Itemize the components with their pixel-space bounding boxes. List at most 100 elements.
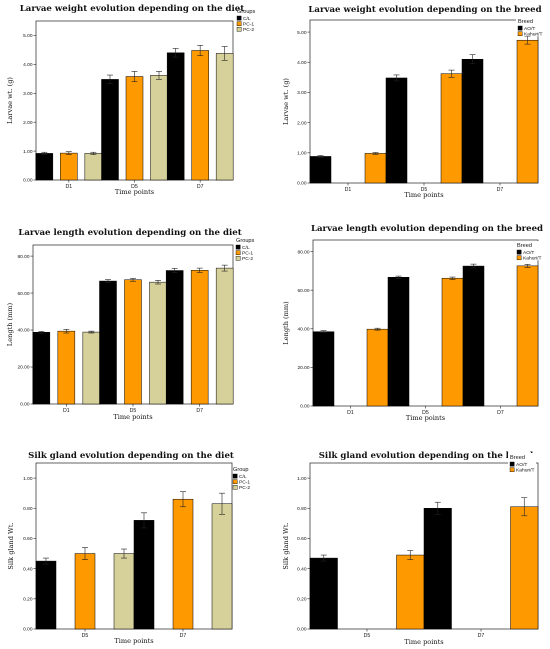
legend-swatch	[235, 250, 241, 256]
x-tick-label: D5	[130, 408, 137, 414]
x-axis-label: Time points	[115, 188, 155, 196]
x-tick-label: D7	[180, 633, 187, 639]
bar-D7-PC-1	[190, 270, 209, 405]
bar-D7-C/L	[166, 52, 185, 181]
x-tick-label: D1	[347, 410, 354, 416]
legend-swatch	[517, 31, 523, 37]
bar-D7-AO/T	[462, 265, 485, 407]
legend-entry: Kahuri/T	[516, 468, 534, 474]
bar-D5-PC-1	[124, 279, 142, 405]
legend-entry: PC-2	[243, 27, 254, 33]
chart-6: Silk gland evolution depending on the br…	[282, 451, 539, 646]
x-axis-label: Time points	[404, 191, 444, 199]
bar-D1-Kahuri/T	[364, 153, 387, 184]
bar-D1-PC-2	[84, 153, 103, 181]
x-axis-label: Time points	[404, 638, 444, 646]
x-tick-label: D7	[197, 184, 204, 190]
y-tick-label: 2.00	[23, 120, 33, 126]
y-tick-label: 1.00	[297, 476, 307, 482]
bar-D7-PC-2	[215, 53, 234, 181]
bar-D5-C/L	[101, 79, 119, 181]
legend-swatch	[516, 249, 522, 255]
y-tick-label: 4.00	[23, 62, 33, 68]
y-tick-label: 0.40	[297, 566, 307, 572]
bar-D7-PC-1	[172, 498, 194, 630]
y-tick-label: 80.00	[297, 249, 309, 255]
bar-D1-AO/T	[309, 156, 332, 184]
x-tick-label: D5	[421, 187, 428, 193]
bar-D7-PC-2	[211, 503, 233, 630]
bar-D5-PC-2	[150, 75, 168, 181]
y-tick-label: 20.00	[297, 365, 309, 371]
legend-background	[516, 17, 544, 37]
bar-D1-PC-1	[57, 330, 76, 405]
y-axis-label: Length (mm)	[282, 301, 290, 345]
legend-swatch	[236, 15, 242, 21]
bar-D5-C/L	[35, 560, 57, 630]
y-axis-label: Larvae wt. (g)	[282, 78, 290, 125]
y-tick-label: 80.00	[17, 254, 29, 260]
legend-entry: AO/T	[524, 26, 535, 32]
x-tick-label: D1	[66, 184, 73, 190]
chart-title: Larvae length evolution depending on the…	[18, 228, 241, 238]
legend-swatch	[235, 244, 241, 250]
bar-D5-AO/T	[309, 557, 338, 630]
y-axis-label: Length (mm)	[6, 302, 14, 346]
x-axis-label: Time points	[406, 414, 446, 422]
y-tick-label: 0.00	[297, 181, 307, 187]
legend-entry: PC-1	[239, 480, 250, 486]
x-tick-label: D5	[82, 633, 89, 639]
bar-D1-C/L	[35, 153, 54, 181]
bar-D1-AO/T	[312, 331, 335, 407]
y-tick-label: 0.00	[300, 404, 310, 410]
bar-D7-AO/T	[461, 58, 484, 184]
y-tick-label: 4.00	[297, 60, 307, 66]
y-tick-label: 0.20	[297, 597, 307, 603]
bar-D7-AO/T	[423, 508, 452, 630]
legend-entry: Kahuri/T	[523, 256, 541, 262]
legend-background	[508, 453, 536, 473]
y-tick-label: 0.80	[297, 506, 307, 512]
chart-title: Larvae weight evolution depending on the…	[308, 5, 541, 15]
bar-D7-PC-1	[191, 50, 209, 181]
legend-swatch	[232, 485, 238, 490]
bar-D5-PC-2	[149, 281, 167, 405]
bar-D5-AO/T	[385, 77, 408, 184]
legend-swatch	[509, 467, 515, 473]
y-tick-label: 0.00	[20, 402, 30, 408]
legend-swatch	[236, 27, 242, 32]
y-tick-label: 60.00	[17, 291, 29, 297]
legend-swatch	[235, 256, 241, 261]
y-tick-label: 3.00	[297, 90, 307, 96]
y-tick-label: 1.00	[23, 476, 33, 482]
legend-entry: C/L	[243, 16, 251, 22]
bar-D7-Kahuri/T	[516, 39, 539, 184]
y-tick-label: 0.00	[297, 627, 307, 633]
y-tick-label: 40.00	[17, 328, 29, 334]
y-axis-label: Silk gland Wt.	[282, 522, 290, 569]
bar-D1-Kahuri/T	[366, 328, 389, 407]
y-tick-label: 20.00	[17, 365, 29, 371]
y-tick-label: 1.00	[297, 151, 307, 157]
legend-entry: AO/T	[523, 250, 534, 256]
bar-D5-C/L	[99, 280, 117, 405]
chart-1: Larvae weight evolution depending on the…	[6, 4, 256, 196]
legend-title: Breed	[510, 455, 525, 461]
chart-5: Silk gland evolution depending on the di…	[7, 451, 250, 645]
bar-D5-PC-2	[113, 553, 135, 630]
chart-title: Silk gland evolution depending on the br…	[319, 451, 534, 461]
bar-D5-Kahuri/T	[440, 73, 463, 184]
legend-swatch	[509, 461, 515, 467]
y-tick-label: 1.00	[23, 149, 33, 155]
y-tick-label: 0.80	[23, 506, 33, 512]
legend-entry: PC-1	[243, 22, 254, 28]
chart-title: Silk gland evolution depending on the di…	[28, 451, 234, 461]
bar-D1-PC-2	[82, 331, 101, 405]
x-tick-label: D7	[497, 187, 504, 193]
